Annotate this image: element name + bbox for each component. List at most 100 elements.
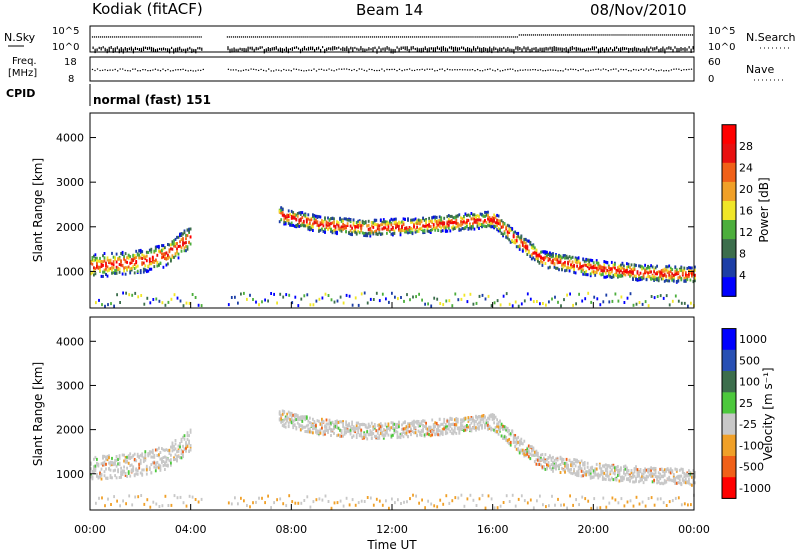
- range-cell: [147, 269, 150, 273]
- range-cell: [283, 418, 286, 422]
- range-cell: [433, 504, 436, 508]
- range-cell: [116, 293, 118, 297]
- range-cell: [594, 467, 597, 471]
- range-cell: [408, 423, 411, 427]
- range-cell: [467, 218, 470, 222]
- freq-point: [320, 68, 323, 70]
- range-cell: [530, 253, 533, 257]
- range-cell: [111, 266, 113, 270]
- range-cell: [559, 258, 562, 262]
- range-cell: [112, 271, 115, 275]
- range-cell: [484, 210, 486, 214]
- range-cell: [648, 469, 651, 473]
- noise-sky-point: [646, 46, 648, 51]
- range-cell: [463, 419, 465, 423]
- range-cell: [345, 496, 348, 500]
- range-cell: [472, 222, 474, 226]
- range-cell: [564, 254, 566, 258]
- range-cell: [449, 429, 452, 433]
- noise-search-point: [409, 36, 412, 38]
- noise-search-point: [301, 36, 303, 38]
- range-cell: [612, 263, 615, 267]
- range-cell: [656, 477, 658, 481]
- range-cell: [90, 259, 92, 263]
- range-cell: [568, 266, 571, 270]
- range-cell: [541, 453, 544, 456]
- range-cell: [604, 463, 607, 467]
- range-cell: [324, 425, 326, 429]
- range-cell: [653, 270, 655, 274]
- noise-sky-point: [267, 47, 269, 51]
- range-cell: [102, 263, 104, 267]
- range-cell: [567, 262, 569, 266]
- freq-point: [265, 70, 267, 72]
- noise-sky-point: [632, 47, 634, 53]
- freq-point: [137, 70, 139, 72]
- range-cell: [473, 213, 476, 217]
- range-cell: [524, 247, 527, 251]
- range-cell: [164, 448, 166, 452]
- range-cell: [422, 224, 424, 228]
- range-cell: [627, 272, 630, 276]
- range-cell: [485, 220, 488, 224]
- range-cell: [310, 227, 313, 231]
- range-cell: [334, 224, 337, 228]
- range-cell: [418, 292, 420, 296]
- range-cell: [467, 425, 470, 429]
- range-cell: [395, 426, 397, 430]
- range-cell: [411, 420, 414, 424]
- range-cell: [582, 461, 585, 465]
- noise-sky-point: [686, 48, 688, 51]
- range-cell: [604, 468, 607, 472]
- range-cell: [351, 303, 354, 307]
- range-cell: [691, 266, 693, 270]
- range-cell: [598, 473, 601, 477]
- noise-sky-point: [314, 48, 316, 53]
- freq-point: [124, 69, 126, 72]
- noise-sky-point: [656, 46, 658, 50]
- range-cell: [550, 463, 553, 467]
- range-cell: [624, 464, 627, 468]
- range-cell: [644, 263, 646, 267]
- colorbar-tick-label: 25: [739, 397, 753, 410]
- range-cell: [90, 475, 92, 479]
- range-cell: [647, 304, 650, 308]
- range-cell: [626, 268, 628, 272]
- range-cell: [173, 448, 175, 452]
- range-cell: [405, 425, 408, 429]
- range-cell: [669, 471, 672, 475]
- range-cell: [381, 503, 384, 507]
- range-cell: [230, 296, 233, 299]
- range-cell: [307, 423, 310, 427]
- range-cell: [535, 451, 538, 454]
- range-cell: [467, 418, 470, 422]
- noise-search-point: [91, 36, 94, 38]
- range-cell: [364, 220, 367, 224]
- freq-point: [386, 68, 388, 71]
- range-cell: [292, 211, 295, 215]
- range-cell: [182, 304, 185, 308]
- range-cell: [145, 468, 148, 472]
- range-cell: [161, 256, 163, 260]
- noise-search-point: [134, 36, 136, 38]
- range-cell: [414, 426, 417, 430]
- noise-sky-point: [98, 46, 100, 49]
- range-cell: [558, 466, 560, 470]
- range-cell: [502, 437, 504, 440]
- range-cell: [470, 212, 473, 215]
- range-cell: [402, 221, 405, 224]
- range-cell: [681, 470, 684, 474]
- range-cell: [641, 472, 643, 476]
- range-cell: [303, 294, 306, 298]
- range-cell: [454, 496, 457, 500]
- range-cell: [396, 430, 399, 434]
- range-cell: [389, 219, 391, 223]
- range-cell: [434, 215, 437, 219]
- range-cell: [447, 419, 450, 423]
- range-cell: [680, 467, 683, 471]
- range-cell: [669, 478, 672, 482]
- range-cell: [171, 240, 174, 244]
- range-cell: [369, 234, 372, 238]
- range-cell: [490, 225, 492, 229]
- range-cell: [638, 474, 640, 478]
